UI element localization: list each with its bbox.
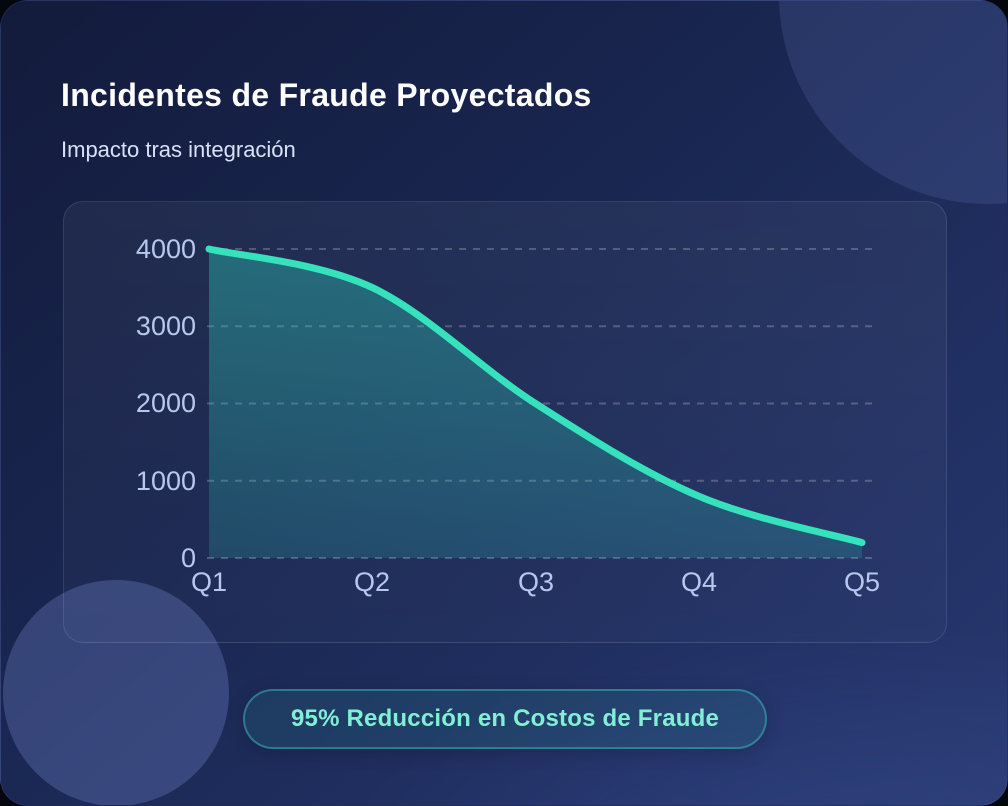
y-tick-label: 1000 (135, 466, 196, 496)
decorative-circle-top-right (779, 1, 1007, 204)
x-tick-label: Q1 (190, 567, 228, 597)
y-tick-label: 0 (180, 543, 196, 573)
reduction-badge-label: 95% Reducción en Costos de Fraude (290, 705, 720, 732)
area-chart (205, 245, 878, 559)
chart-line (205, 245, 866, 547)
chart-panel: 4000 3000 2000 1000 0 Q1 Q2 Q3 Q4 Q5 (63, 201, 947, 643)
decorative-circle-bottom-left (3, 580, 229, 805)
x-tick-label: Q4 (680, 567, 718, 597)
y-tick-label: 2000 (135, 388, 196, 418)
reduction-badge: 95% Reducción en Costos de Fraude (242, 689, 768, 749)
x-tick-label: Q3 (517, 567, 555, 597)
page-title: Incidentes de Fraude Proyectados (61, 77, 592, 113)
x-tick-label: Q2 (353, 567, 391, 597)
x-tick-label: Q5 (843, 567, 881, 597)
y-tick-label: 4000 (135, 234, 196, 264)
page-subtitle: Impacto tras integración (61, 137, 296, 162)
y-tick-label: 3000 (135, 311, 196, 341)
